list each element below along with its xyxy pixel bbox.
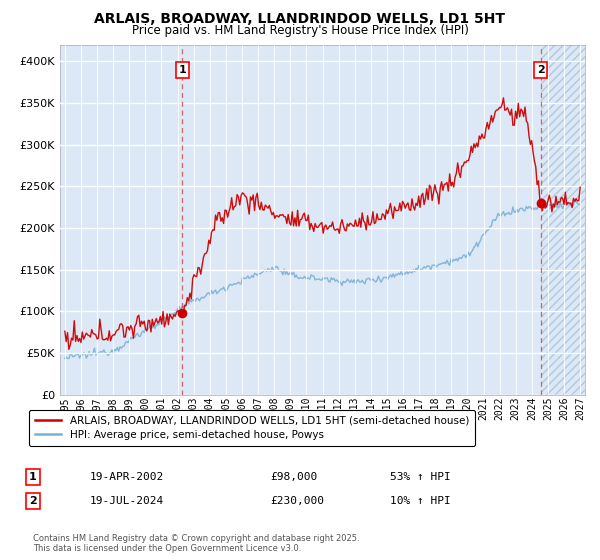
Text: 19-APR-2002: 19-APR-2002 <box>90 472 164 482</box>
Text: 10% ↑ HPI: 10% ↑ HPI <box>390 496 451 506</box>
Text: 1: 1 <box>179 65 186 75</box>
Legend: ARLAIS, BROADWAY, LLANDRINDOD WELLS, LD1 5HT (semi-detached house), HPI: Average: ARLAIS, BROADWAY, LLANDRINDOD WELLS, LD1… <box>29 409 475 446</box>
Text: 19-JUL-2024: 19-JUL-2024 <box>90 496 164 506</box>
Text: 53% ↑ HPI: 53% ↑ HPI <box>390 472 451 482</box>
Text: Contains HM Land Registry data © Crown copyright and database right 2025.
This d: Contains HM Land Registry data © Crown c… <box>33 534 359 553</box>
Text: ARLAIS, BROADWAY, LLANDRINDOD WELLS, LD1 5HT: ARLAIS, BROADWAY, LLANDRINDOD WELLS, LD1… <box>95 12 505 26</box>
Text: £98,000: £98,000 <box>270 472 317 482</box>
Bar <box>541 45 585 395</box>
Text: 2: 2 <box>29 496 37 506</box>
Text: £230,000: £230,000 <box>270 496 324 506</box>
Text: 2: 2 <box>536 65 544 75</box>
Text: 1: 1 <box>29 472 37 482</box>
Text: Price paid vs. HM Land Registry's House Price Index (HPI): Price paid vs. HM Land Registry's House … <box>131 24 469 36</box>
